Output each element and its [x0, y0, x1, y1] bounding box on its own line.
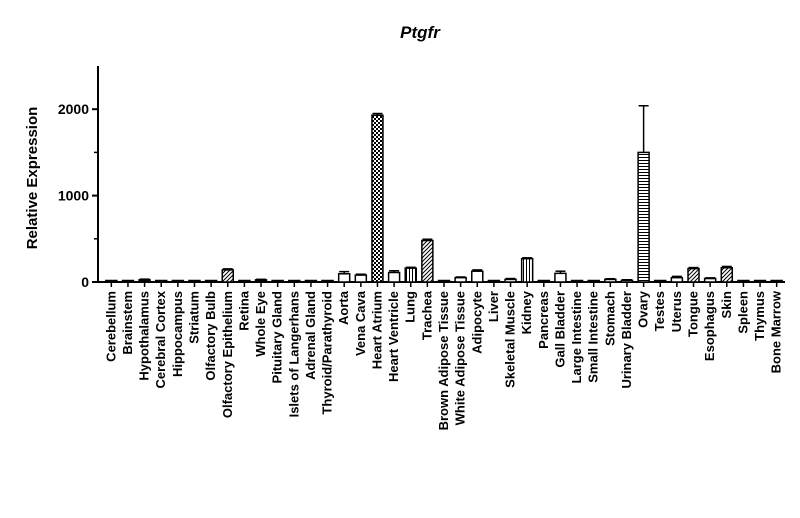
x-tick-label: Adrenal Gland — [303, 291, 318, 380]
x-tick-label: Tongue — [686, 291, 701, 337]
x-tick-label: Small Intestine — [586, 291, 601, 383]
x-tick-label: White Adipose Tissue — [453, 291, 468, 425]
bar — [520, 257, 534, 283]
x-tick-label: Urinary Bladder — [619, 291, 634, 389]
bar — [387, 271, 401, 283]
bar — [354, 274, 368, 283]
x-tick-label: Cerebellum — [103, 291, 118, 362]
bar — [404, 267, 417, 283]
y-ticks: 0 1000 2000 — [58, 101, 98, 290]
bar — [221, 269, 235, 283]
bar — [554, 272, 567, 283]
x-tick-label: Brown Adipose Tissue — [436, 291, 451, 430]
x-tick-label: Heart Ventricle — [386, 291, 401, 382]
x-tick-labels: Cerebellum Brainstem Hypothalamus Cerebral … — [103, 282, 784, 430]
bar — [670, 276, 684, 283]
bar — [371, 114, 384, 283]
x-tick-label: Testes — [652, 291, 667, 331]
x-tick-label: Pancreas — [536, 291, 551, 349]
bar — [471, 270, 484, 283]
y-tick-label: 0 — [81, 274, 89, 290]
x-tick-label: Striatum — [186, 291, 201, 344]
x-tick-label: Bone Marrow — [769, 290, 784, 373]
x-tick-label: Islets of Langerhans — [286, 291, 301, 417]
y-axis-label: Relative Expression — [24, 107, 41, 250]
y-tick-label: 2000 — [58, 101, 89, 117]
x-tick-label: Pituitary Gland — [270, 291, 285, 384]
x-tick-label: Stomach — [602, 291, 617, 346]
x-tick-label: Brainstem — [120, 291, 135, 355]
x-tick-label: Olfactory Bulb — [203, 291, 218, 381]
x-tick-label: Ovary — [636, 290, 651, 328]
x-tick-label: Vena Cava — [353, 290, 368, 356]
x-tick-label: Thyroid/Parathyroid — [320, 291, 335, 415]
x-tick-label: Esophagus — [702, 291, 717, 361]
x-tick-label: Hypothalamus — [137, 291, 152, 381]
bar — [504, 278, 517, 283]
bar — [720, 266, 734, 283]
bar — [687, 267, 700, 283]
x-tick-label: Lung — [403, 291, 418, 323]
x-tick-label: Skin — [719, 291, 734, 319]
x-tick-label: Retina — [236, 290, 251, 331]
x-tick-label: Cerebral Cortex — [153, 290, 168, 388]
x-tick-label: Skeletal Muscle — [503, 291, 518, 388]
x-tick-label: Olfactory Epithelium — [220, 291, 235, 418]
x-tick-label: Hippocampus — [170, 291, 185, 377]
bar — [421, 239, 434, 283]
x-tick-label: Uterus — [669, 291, 684, 332]
bar — [254, 279, 268, 283]
x-tick-label: Kidney — [519, 290, 534, 334]
x-tick-label: Whole Eye — [253, 291, 268, 357]
x-tick-label: Thymus — [752, 291, 767, 341]
x-tick-label: Trachea — [419, 290, 434, 340]
axes — [97, 66, 785, 283]
bar — [337, 273, 351, 283]
bar — [138, 279, 151, 283]
x-tick-label: Gall Bladder — [552, 291, 567, 368]
x-tick-label: Spleen — [735, 291, 750, 334]
bars — [105, 104, 783, 283]
x-tick-label: Large Intestine — [569, 291, 584, 383]
bar — [703, 277, 717, 283]
bar — [637, 151, 650, 283]
bar — [620, 279, 634, 283]
x-tick-label: Adipocyte — [469, 291, 484, 354]
x-tick-label: Liver — [486, 291, 501, 322]
chart-title: Ptgfr — [400, 23, 441, 42]
x-tick-label: Heart Atrium — [369, 291, 384, 369]
bar — [454, 276, 467, 283]
bar — [604, 278, 617, 283]
y-tick-label: 1000 — [58, 188, 89, 204]
x-tick-label: Aorta — [336, 290, 351, 325]
